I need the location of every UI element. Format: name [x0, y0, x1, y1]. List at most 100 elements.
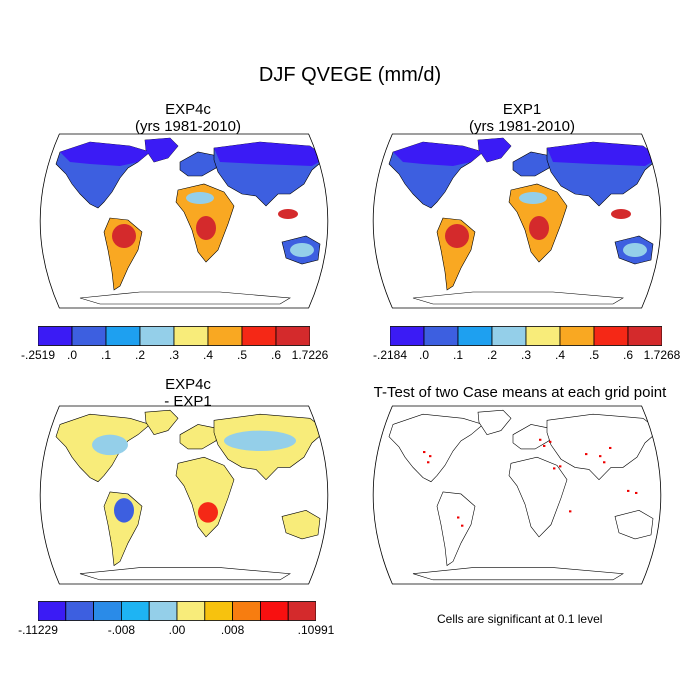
high-lat-asia	[547, 142, 659, 166]
map-ttest	[372, 405, 662, 586]
colorbar-box	[93, 601, 122, 621]
arid-sahara	[186, 192, 214, 204]
colorbar-tick-label: .0	[66, 348, 78, 362]
map-land	[373, 406, 661, 586]
arid-sahara	[519, 192, 547, 204]
land-europe	[179, 151, 219, 177]
panel-title-exp4c-name: EXP4c	[165, 101, 211, 118]
significant-cell	[585, 453, 588, 456]
panel-subtitle-exp4c: (yrs 1981-2010)	[135, 118, 241, 135]
significant-cell	[543, 444, 546, 447]
colorbar-tick-label: .00	[168, 623, 186, 637]
colorbar-tick-label: .10991	[297, 623, 335, 637]
colorbar-box	[105, 326, 141, 346]
land-europe	[179, 424, 219, 450]
tropics-africa	[529, 216, 549, 240]
colorbar-exp1-labels: -.2184 .0 .1 .2 .3 .4 .5 .6 1.7268	[373, 348, 680, 364]
colorbar-tick-label: .6	[622, 348, 634, 362]
significant-cell	[635, 491, 638, 494]
land-samerica	[436, 491, 476, 567]
significant-cell	[599, 455, 602, 458]
significant-cell	[569, 510, 572, 513]
map-border	[39, 133, 329, 309]
significance-footnote: Cells are significant at 0.1 level	[437, 612, 603, 626]
colorbar-box	[65, 601, 94, 621]
significant-cell	[603, 461, 606, 464]
colorbar-tick-label: .008	[220, 623, 245, 637]
colorbar-box	[139, 326, 175, 346]
high-lat-greenland	[478, 138, 511, 162]
significant-cell	[429, 455, 432, 458]
colorbar-box	[173, 326, 209, 346]
colorbar-box	[38, 326, 73, 346]
colorbar-tick-label: .6	[270, 348, 282, 362]
significant-cell	[553, 467, 556, 470]
land-greenland	[477, 409, 512, 436]
land-africa	[175, 456, 235, 538]
colorbar-box	[176, 601, 206, 621]
significant-cell	[427, 461, 430, 464]
colorbar-exp1	[390, 326, 662, 346]
high-lat-namerica	[393, 142, 483, 166]
panel-title-diff-name: EXP4c	[165, 376, 211, 393]
tropics-indonesia	[278, 209, 298, 219]
land-namerica	[388, 413, 484, 483]
land-africa	[508, 456, 568, 538]
colorbar-tick-label: .1	[452, 348, 464, 362]
map-exp4c	[39, 133, 329, 309]
colorbar-tick-label: -.2519	[20, 348, 56, 362]
land-antarctica	[412, 567, 624, 581]
colorbar-tick-label: .3	[520, 348, 532, 362]
land-europe	[512, 151, 552, 177]
map-border	[372, 133, 662, 309]
colorbar-box	[241, 326, 277, 346]
map-border	[372, 405, 662, 585]
main-title: DJF QVEGE (mm/d)	[258, 64, 442, 86]
colorbar-box	[38, 601, 67, 621]
land-greenland	[144, 409, 179, 436]
colorbar-box	[148, 601, 178, 621]
colorbar-tick-label: .4	[202, 348, 214, 362]
panel-title-ttest: T-Test of two Case means at each grid po…	[373, 384, 667, 401]
colorbar-box	[559, 326, 595, 346]
colorbar-box	[275, 326, 310, 346]
land-australia	[281, 510, 321, 540]
colorbar-tick-label: -.2184	[372, 348, 408, 362]
land-europe	[512, 424, 552, 450]
colorbar-exp4c-labels: -.2519 .0 .1 .2 .3 .4 .5 .6 1.7226	[21, 348, 328, 364]
high-lat-greenland	[145, 138, 178, 162]
significant-cell	[539, 438, 542, 441]
colorbar-box	[204, 601, 234, 621]
panel-title-exp1-name: EXP1	[502, 101, 542, 118]
colorbar-tick-label: .5	[588, 348, 600, 362]
panel-title-exp4c: EXP4c (yrs 1981-2010)	[38, 101, 338, 135]
land-antarctica	[412, 291, 624, 305]
colorbar-box	[491, 326, 527, 346]
colorbar-exp4c	[38, 326, 310, 346]
colorbar-tick-label: .4	[554, 348, 566, 362]
map-land	[40, 134, 328, 308]
significant-cell	[549, 440, 552, 443]
map-diff	[39, 405, 329, 586]
colorbar-tick-label: .0	[418, 348, 430, 362]
colorbar-tick-label: 1.7268	[643, 348, 681, 362]
diff-namerica-mix	[92, 434, 128, 456]
colorbar-tick-label: -.11229	[18, 623, 58, 637]
high-lat-namerica	[60, 142, 150, 166]
panel-title-exp1: EXP1 (yrs 1981-2010)	[372, 101, 672, 135]
land-australia	[614, 510, 654, 540]
colorbar-tick-label: 1.7226	[291, 348, 329, 362]
significant-cell	[627, 489, 630, 492]
colorbar-tick-label: .5	[236, 348, 248, 362]
arid-australia	[290, 243, 314, 257]
tropics-africa	[196, 216, 216, 240]
map-land	[373, 134, 661, 308]
colorbar-tick-label: -.008	[107, 623, 136, 637]
colorbar-tick-label: .3	[168, 348, 180, 362]
tropics-indonesia	[611, 209, 631, 219]
colorbar-tick-label: .1	[100, 348, 112, 362]
colorbar-box	[207, 326, 243, 346]
map-border	[39, 405, 329, 585]
significant-cell	[559, 465, 562, 468]
colorbar-box	[525, 326, 561, 346]
